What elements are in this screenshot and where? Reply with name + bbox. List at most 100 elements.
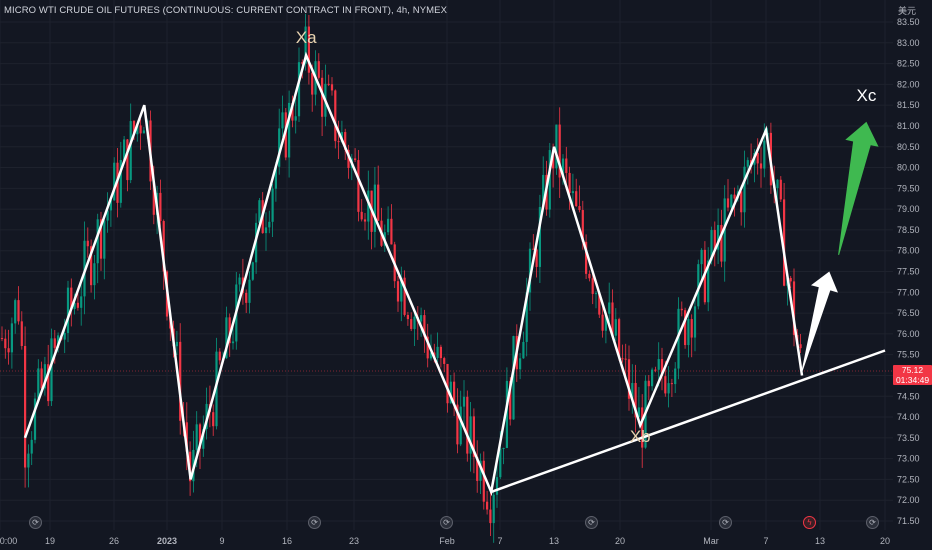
candle-body xyxy=(674,368,677,385)
dividend-icon[interactable]: ⟳ xyxy=(719,516,732,529)
candle-body xyxy=(162,221,165,272)
price-tick-label: 76.50 xyxy=(897,308,920,318)
candle-body xyxy=(568,172,571,194)
wave-label: Xa xyxy=(296,28,317,47)
candle-body xyxy=(400,277,403,302)
candle-body xyxy=(7,348,10,353)
price-tick-label: 78.50 xyxy=(897,225,920,235)
candle-body xyxy=(40,368,43,389)
support-trendline[interactable] xyxy=(490,349,886,494)
candle-body xyxy=(588,273,591,279)
candle-body xyxy=(756,152,759,164)
up-arrow-white[interactable] xyxy=(801,271,839,372)
candle-body xyxy=(453,381,456,405)
candle-body xyxy=(403,277,406,315)
candle-body xyxy=(575,191,578,207)
candle-body xyxy=(70,287,73,309)
candle-body xyxy=(779,179,782,200)
candle-body xyxy=(472,416,475,457)
dividend-icon[interactable]: ⟳ xyxy=(585,516,598,529)
candle-body xyxy=(763,140,766,169)
candle-body xyxy=(426,336,429,359)
candle-body xyxy=(476,456,479,481)
candle-body xyxy=(294,116,297,121)
candle-body xyxy=(53,338,56,348)
candle-body xyxy=(783,199,786,286)
time-tick-label: 20 xyxy=(880,536,890,546)
candle-body xyxy=(660,359,664,377)
candle-body xyxy=(631,383,634,399)
candle-body xyxy=(654,369,657,371)
price-tick-label: 72.50 xyxy=(897,474,920,484)
candle-body xyxy=(443,358,446,364)
time-axis[interactable]: 20:00 19 26 2023 9 16 23 Feb 7 13 20 Mar 7 13 20 xyxy=(0,536,890,546)
candle-body xyxy=(288,102,291,158)
time-tick-label: 13 xyxy=(549,536,559,546)
dividend-icon[interactable]: ⟳ xyxy=(29,516,42,529)
candle-body xyxy=(179,341,182,421)
time-tick-label: 20 xyxy=(615,536,625,546)
dividend-icon[interactable]: ⟳ xyxy=(440,516,453,529)
price-tick-label: 83.50 xyxy=(897,17,920,27)
candle-body xyxy=(446,363,449,404)
candle-body xyxy=(792,281,796,335)
drawings[interactable] xyxy=(23,51,886,497)
candle-body xyxy=(119,159,122,203)
candle-body xyxy=(123,139,126,160)
candle-body xyxy=(334,90,337,142)
candle-body xyxy=(505,380,508,448)
candle-body xyxy=(136,125,139,135)
price-tick-label: 81.00 xyxy=(897,121,920,131)
candle-body xyxy=(354,158,357,161)
candle-body xyxy=(228,317,231,344)
candle-body xyxy=(618,319,621,359)
price-axis[interactable]: 71.5072.0072.5073.0073.5074.0074.5075.00… xyxy=(897,17,920,526)
candle-body xyxy=(743,166,746,213)
candle-body xyxy=(225,317,228,359)
zigzag-line[interactable] xyxy=(23,51,804,497)
candle-body xyxy=(717,225,720,250)
candle-body xyxy=(571,191,574,194)
price-tick-label: 75.50 xyxy=(897,350,920,360)
time-tick-label: 2023 xyxy=(157,536,177,546)
candle-body xyxy=(627,359,631,399)
candle-body xyxy=(14,300,17,324)
candle-body xyxy=(697,264,700,307)
dividend-icon[interactable]: ⟳ xyxy=(866,516,879,529)
candle-body xyxy=(466,396,469,454)
candle-body xyxy=(344,132,347,150)
candle-body xyxy=(37,368,40,399)
candle-body xyxy=(693,306,697,338)
candle-body xyxy=(10,323,13,353)
candle-body xyxy=(185,422,188,452)
grid xyxy=(0,0,893,530)
candle-body xyxy=(311,72,314,95)
candle-body xyxy=(614,319,617,336)
candle-body xyxy=(578,206,581,211)
dividend-icon[interactable]: ⟳ xyxy=(308,516,321,529)
candle-body xyxy=(581,210,584,242)
candle-body xyxy=(218,351,221,361)
candle-body xyxy=(535,249,538,267)
candle-body xyxy=(373,184,376,232)
candle-body xyxy=(439,346,442,359)
candle-body xyxy=(601,314,604,331)
candle-body xyxy=(132,121,136,135)
up-arrow-green[interactable] xyxy=(838,121,879,255)
earnings-icon[interactable]: ϟ xyxy=(803,516,816,529)
candle-body xyxy=(799,344,802,349)
candle-body xyxy=(317,61,320,78)
candle-body xyxy=(357,160,360,212)
candle-body xyxy=(202,429,205,449)
candle-body xyxy=(198,424,202,449)
candle-body xyxy=(113,162,116,201)
candle-body xyxy=(291,102,294,121)
candle-body xyxy=(456,404,459,445)
candle-body xyxy=(139,125,142,134)
last-price-tag: 75.12 01:34:49 xyxy=(893,365,932,385)
time-tick-label: 23 xyxy=(349,536,359,546)
candle-body xyxy=(641,407,644,448)
candle-body xyxy=(707,260,710,303)
candle-body xyxy=(690,319,693,338)
